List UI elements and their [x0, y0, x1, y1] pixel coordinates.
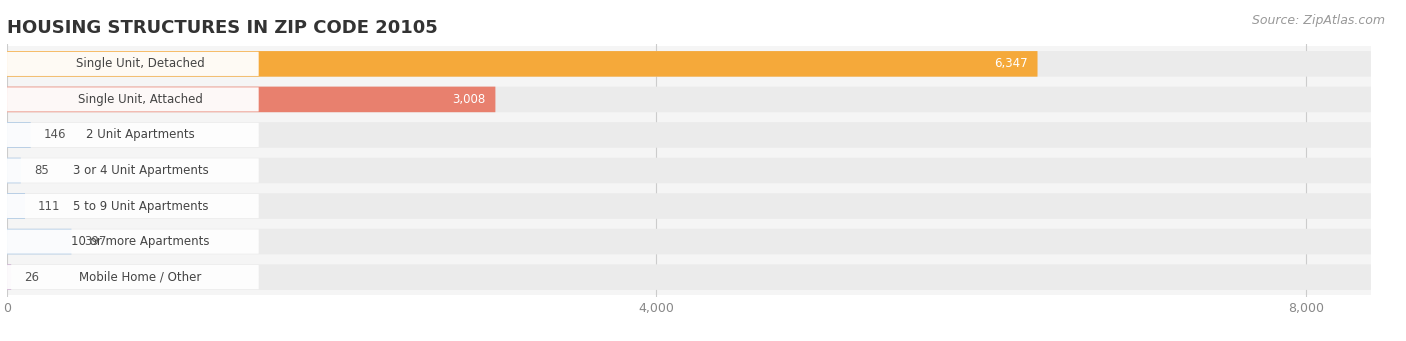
FancyBboxPatch shape: [7, 117, 1371, 153]
FancyBboxPatch shape: [7, 229, 1371, 254]
FancyBboxPatch shape: [7, 52, 259, 76]
FancyBboxPatch shape: [7, 159, 259, 182]
Text: 111: 111: [38, 199, 60, 212]
FancyBboxPatch shape: [7, 123, 259, 147]
FancyBboxPatch shape: [7, 188, 1371, 224]
Text: 397: 397: [84, 235, 107, 248]
Text: Single Unit, Attached: Single Unit, Attached: [77, 93, 202, 106]
FancyBboxPatch shape: [7, 46, 1371, 81]
Text: 2 Unit Apartments: 2 Unit Apartments: [86, 129, 195, 142]
FancyBboxPatch shape: [7, 122, 1371, 148]
Text: 3 or 4 Unit Apartments: 3 or 4 Unit Apartments: [73, 164, 208, 177]
FancyBboxPatch shape: [7, 264, 1371, 290]
Text: 85: 85: [34, 164, 49, 177]
FancyBboxPatch shape: [7, 224, 1371, 260]
Text: 6,347: 6,347: [994, 57, 1028, 70]
FancyBboxPatch shape: [7, 229, 259, 254]
Text: 10 or more Apartments: 10 or more Apartments: [72, 235, 209, 248]
FancyBboxPatch shape: [7, 81, 1371, 117]
Text: HOUSING STRUCTURES IN ZIP CODE 20105: HOUSING STRUCTURES IN ZIP CODE 20105: [7, 19, 437, 37]
FancyBboxPatch shape: [7, 51, 1371, 77]
FancyBboxPatch shape: [7, 260, 1371, 295]
FancyBboxPatch shape: [7, 87, 259, 112]
FancyBboxPatch shape: [7, 87, 495, 112]
Text: Mobile Home / Other: Mobile Home / Other: [79, 271, 201, 284]
FancyBboxPatch shape: [7, 158, 21, 183]
FancyBboxPatch shape: [7, 158, 1371, 183]
Text: 5 to 9 Unit Apartments: 5 to 9 Unit Apartments: [73, 199, 208, 212]
Text: 3,008: 3,008: [453, 93, 485, 106]
FancyBboxPatch shape: [7, 122, 31, 148]
FancyBboxPatch shape: [7, 51, 1038, 77]
FancyBboxPatch shape: [7, 193, 25, 219]
Text: 26: 26: [24, 271, 39, 284]
FancyBboxPatch shape: [7, 229, 72, 254]
Text: Source: ZipAtlas.com: Source: ZipAtlas.com: [1251, 14, 1385, 27]
FancyBboxPatch shape: [7, 193, 1371, 219]
Text: 146: 146: [44, 129, 66, 142]
FancyBboxPatch shape: [7, 87, 1371, 112]
FancyBboxPatch shape: [7, 194, 259, 218]
Text: Single Unit, Detached: Single Unit, Detached: [76, 57, 205, 70]
FancyBboxPatch shape: [7, 153, 1371, 188]
FancyBboxPatch shape: [7, 264, 11, 290]
FancyBboxPatch shape: [7, 265, 259, 289]
